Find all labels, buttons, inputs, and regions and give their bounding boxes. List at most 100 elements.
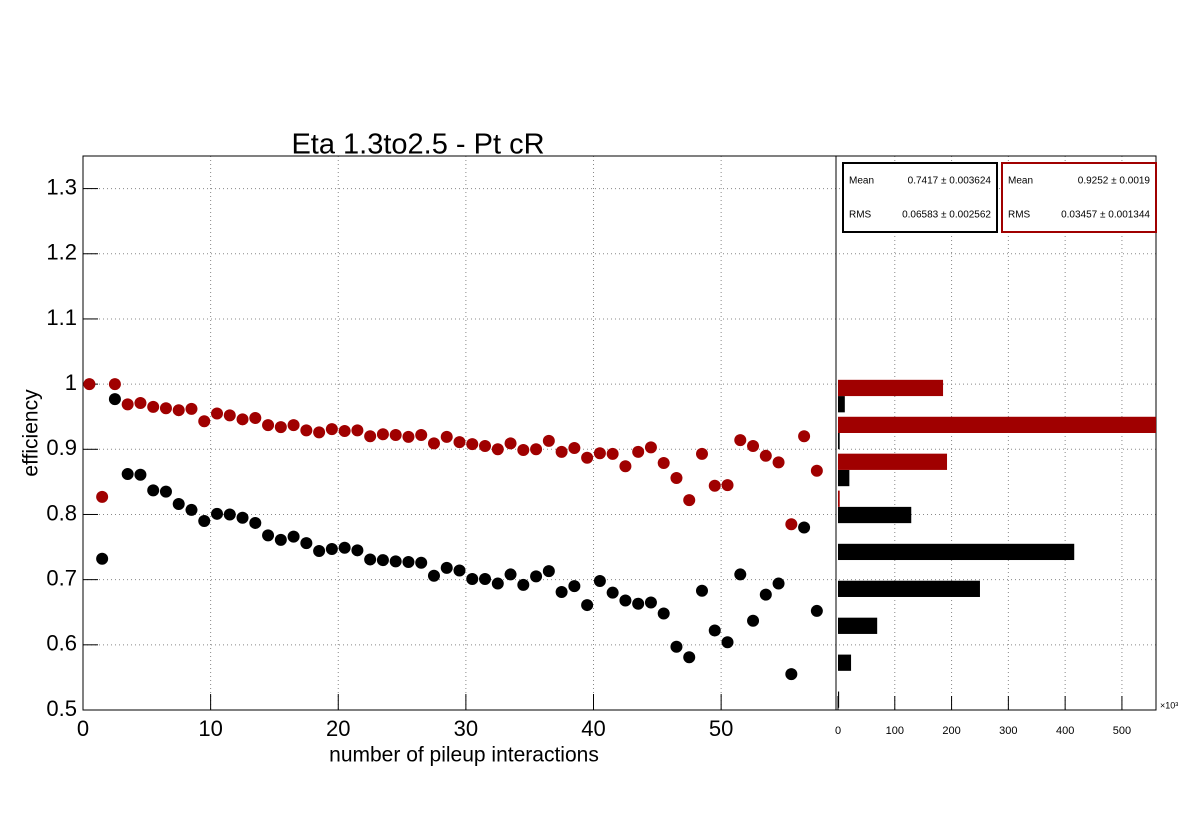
y-tick-label: 1.1 [46,305,77,330]
data-point [147,484,160,497]
data-point [96,552,109,565]
data-point [798,430,811,443]
data-point [593,574,606,587]
data-point [249,516,262,529]
data-point [389,555,402,568]
data-point [274,421,287,434]
data-point [351,424,364,437]
data-point [300,424,313,437]
data-point [389,428,402,441]
x-tick-label: 20 [326,716,350,741]
data-point [466,572,479,585]
data-point [402,556,415,569]
data-point [644,441,657,454]
y-tick-label: 0.8 [46,500,77,525]
data-point [274,533,287,546]
data-point [453,564,466,577]
data-point [644,596,657,609]
y-tick-label: 0.9 [46,435,77,460]
data-point [721,636,734,649]
chart-title: Eta 1.3to2.5 - Pt cR [291,129,544,161]
data-point [338,425,351,438]
x-tick-label: 300 [999,725,1017,737]
data-point [568,441,581,454]
data-point [772,577,785,590]
data-point [772,456,785,469]
data-point [695,584,708,597]
data-point [262,419,275,432]
data-point [325,423,338,436]
data-point [338,541,351,554]
data-point [249,412,262,425]
data-point [708,479,721,492]
hist-bar [838,396,845,413]
data-point [555,445,568,458]
hist-bar [838,379,944,397]
data-point [236,413,249,426]
stats-value: 0.06583 ± 0.002562 [902,210,991,221]
x-tick-label: 0 [77,716,89,741]
hist-bar [838,691,840,708]
data-point [364,553,377,566]
stats-label: Mean [1008,176,1033,187]
data-point [364,430,377,443]
data-point [657,456,670,469]
data-point [657,607,670,620]
stats-value: 0.03457 ± 0.001344 [1061,210,1150,221]
data-point [415,556,428,569]
data-point [632,597,645,610]
data-point [466,438,479,451]
data-point [517,443,530,456]
y-tick-label: 0.7 [46,565,77,590]
data-point [223,409,236,422]
data-point [491,443,504,456]
stats-label: RMS [849,210,872,221]
data-point [440,430,453,443]
data-point [695,447,708,460]
data-point [683,651,696,664]
hist-bar [838,506,912,524]
data-point [376,554,389,567]
data-point [530,443,543,456]
x-tick-label: 0 [835,725,841,737]
data-point [313,426,326,439]
data-point [287,419,300,432]
data-point [747,440,760,453]
x-tick-label: 400 [1056,725,1074,737]
data-point [172,404,185,417]
hist-bar [838,654,852,671]
data-point [619,594,632,607]
data-point [632,445,645,458]
data-point [83,378,96,391]
data-point [427,569,440,582]
data-point [530,570,543,583]
data-point [504,437,517,450]
data-point [619,460,632,473]
data-point [376,428,389,441]
x-tick-label: 200 [942,725,960,737]
data-point [198,514,211,527]
data-point [159,485,172,498]
hist-bar [838,580,980,597]
x-tick-label: 100 [886,725,904,737]
data-point [440,561,453,574]
data-point [708,624,721,637]
y-axis-title: efficiency [20,389,43,477]
data-point [581,599,594,612]
data-point [427,437,440,450]
data-point [479,440,492,453]
data-point [683,494,696,507]
x-tick-label: 50 [709,716,733,741]
data-point [670,640,683,653]
data-point [670,471,683,484]
x-tick-label: 500 [1113,725,1131,737]
y-tick-label: 0.6 [46,631,77,656]
data-point [262,529,275,542]
data-point [325,543,338,556]
data-point [785,668,798,681]
x-multiplier: ×10³ [1160,700,1178,710]
hist-bar [838,416,1156,433]
x-tick-label: 10 [198,716,222,741]
stats-label: RMS [1008,210,1031,221]
data-point [313,544,326,557]
